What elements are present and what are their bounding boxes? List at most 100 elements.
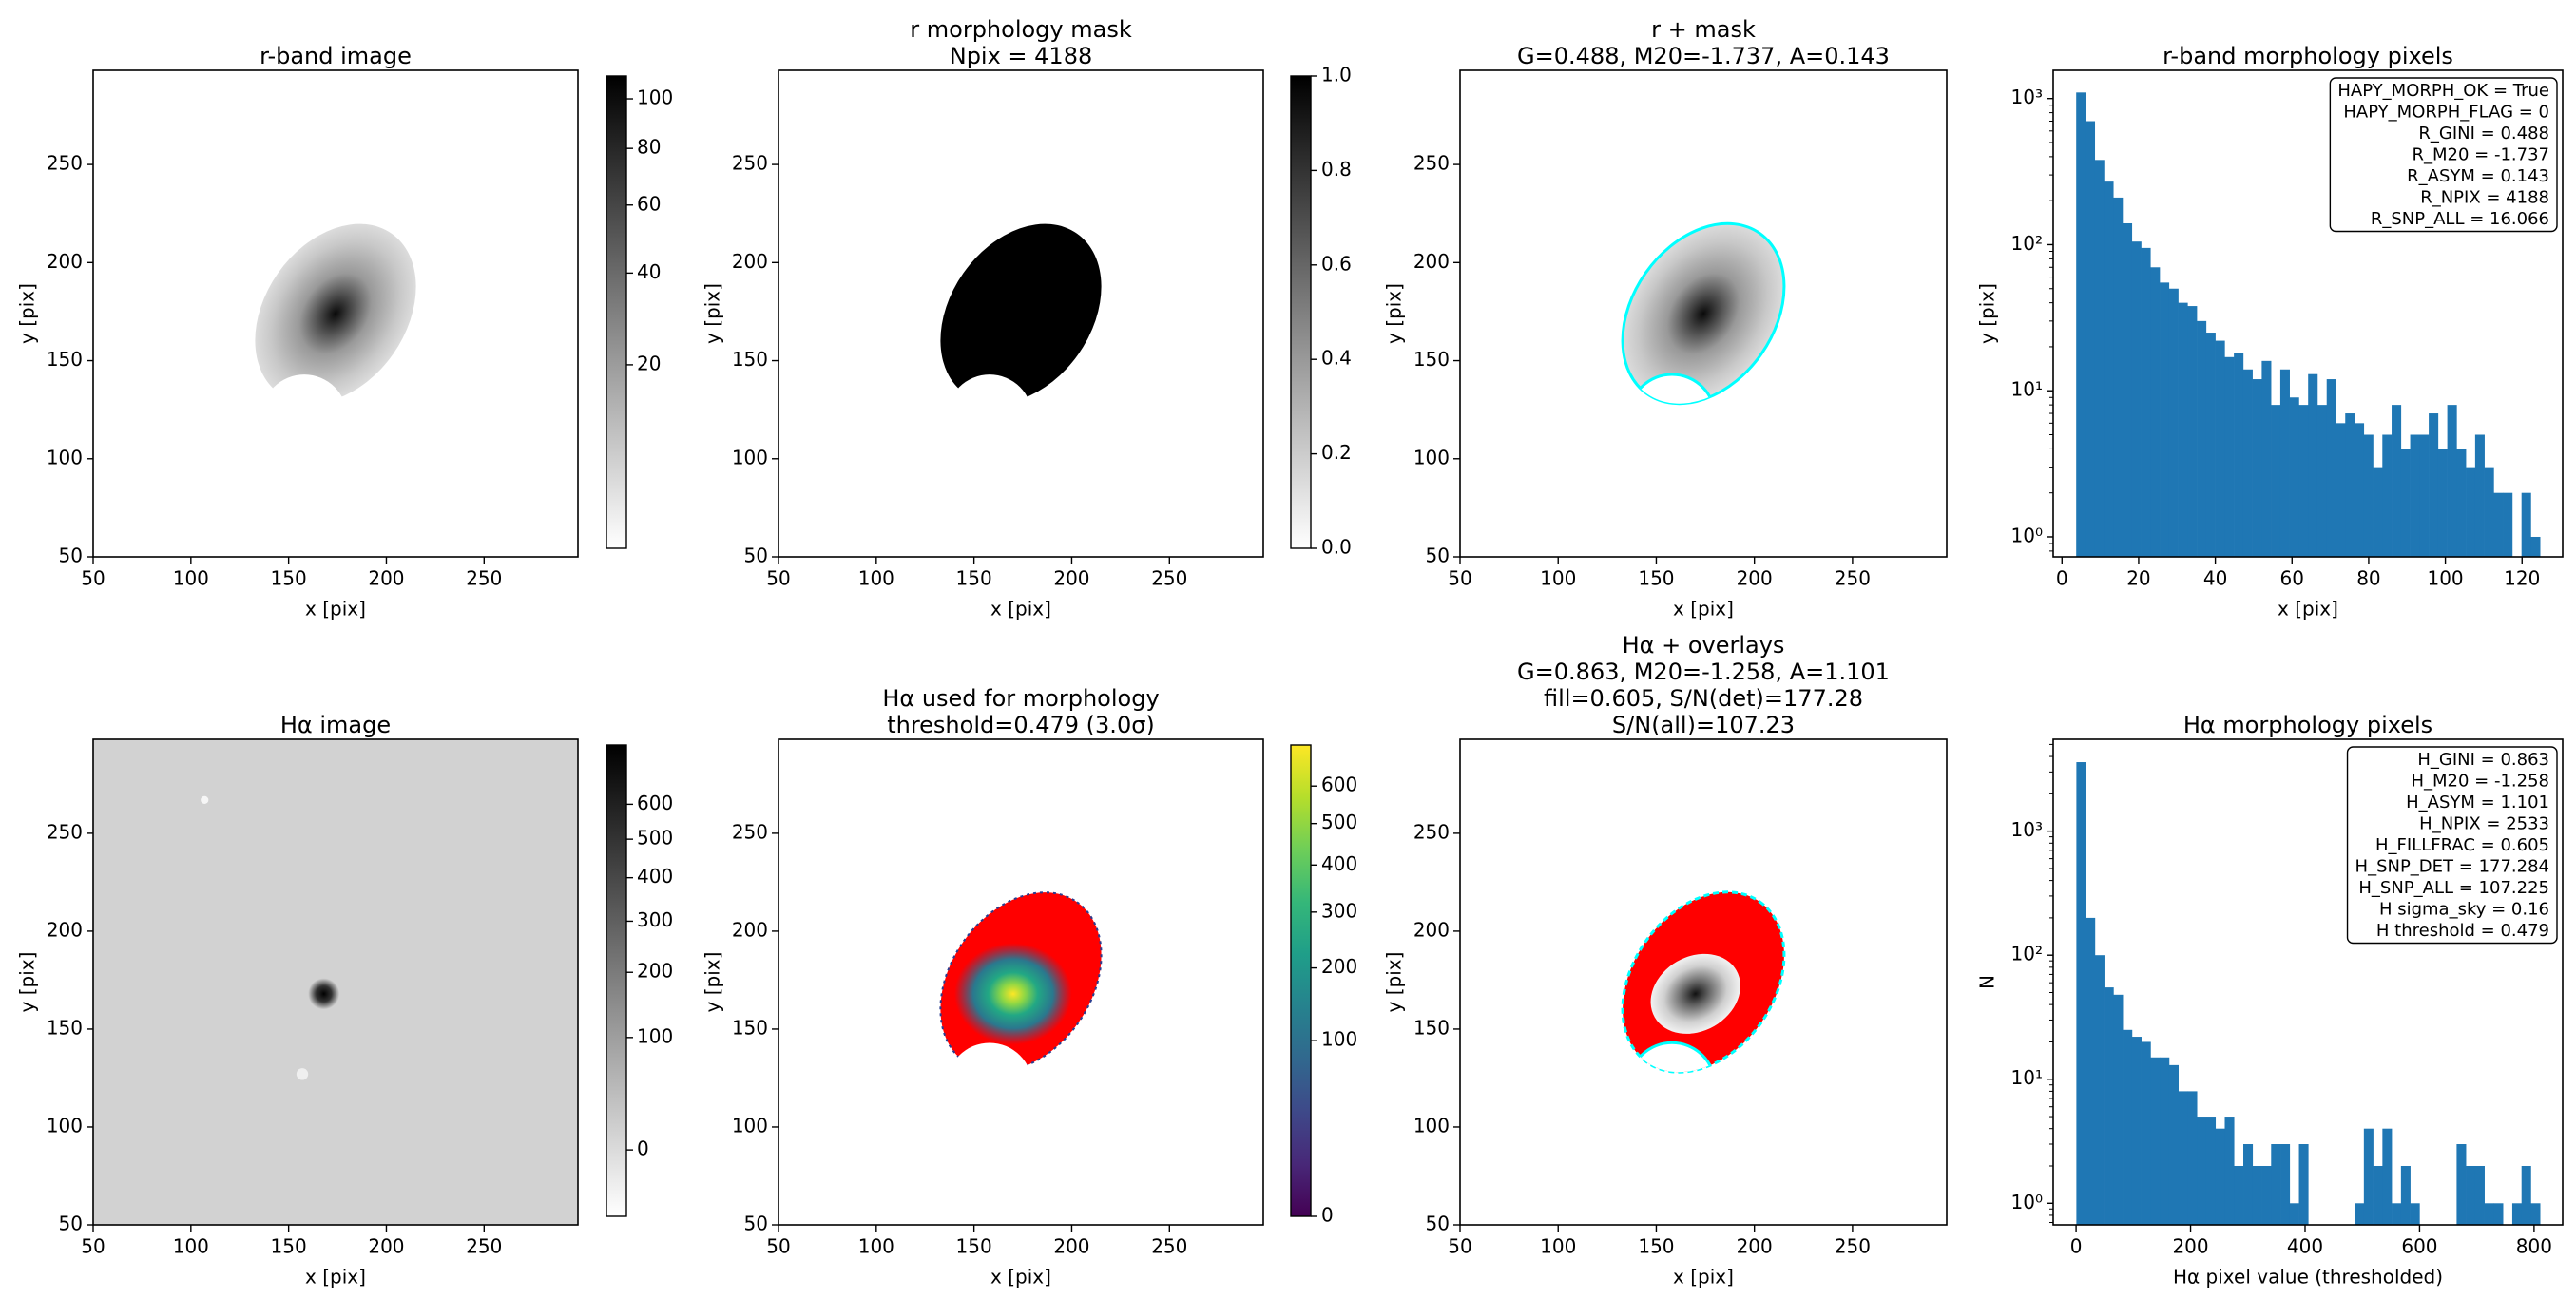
mask-cut [260, 374, 348, 461]
x-tick-label: 50 [1448, 1235, 1471, 1258]
panel-title: G=0.488, M20=-1.737, A=0.143 [1517, 43, 1890, 69]
histogram-bar [2131, 241, 2142, 557]
histogram-bar [2400, 449, 2411, 557]
histogram-bar [2178, 1091, 2188, 1225]
plot-area [93, 739, 578, 1225]
y-tick-label: 10⁰ [2011, 1191, 2043, 1213]
x-tick-label: 250 [1151, 567, 1187, 590]
colorbar-tick-label: 40 [637, 260, 661, 283]
x-tick-label: 150 [1638, 1235, 1674, 1258]
histogram-bar [2373, 467, 2383, 557]
stats-line: R_SNP_ALL = 16.066 [2371, 209, 2549, 229]
plot-area [255, 223, 416, 461]
y-tick-label: 100 [732, 1114, 768, 1137]
x-tick-label: 150 [271, 1235, 307, 1258]
panel-title: r morphology mask [910, 16, 1132, 43]
x-tick-label: 50 [766, 1235, 790, 1258]
histogram-bar [2252, 1165, 2262, 1225]
x-tick-label: 200 [1737, 567, 1773, 590]
histogram-bar [2085, 121, 2096, 557]
panel: 50 100 150 200 250 50 100 150 200 250 r-band image… [16, 43, 674, 621]
histogram-bar [2187, 306, 2198, 557]
x-tick-label: 50 [81, 567, 105, 590]
x-tick-label: 50 [1448, 567, 1471, 590]
histogram-bar [2104, 181, 2114, 557]
histogram-bar [2215, 340, 2225, 557]
histogram-bar [2429, 413, 2439, 557]
axes-frame [2052, 738, 2564, 1226]
x-tick-label: 600 [2401, 1235, 2437, 1258]
x-tick-label: 100 [1540, 567, 1576, 590]
x-tick-label: 100 [173, 567, 209, 590]
y-tick-label: 10¹ [2011, 1066, 2043, 1089]
y-tick-label: 10² [2011, 943, 2043, 965]
stats-line: H_SNP_DET = 177.284 [2355, 857, 2549, 877]
y-tick-label: 50 [59, 544, 83, 567]
panel-title: Npix = 4188 [950, 43, 1093, 69]
histogram-bar [2298, 1144, 2309, 1225]
colorbar-tick-label: 300 [637, 908, 673, 931]
panel-title: r-band image [260, 43, 412, 69]
histogram-bar [2234, 1165, 2244, 1225]
histogram-bar [2243, 1144, 2254, 1225]
x-axis-label: x [pix] [1673, 1266, 1734, 1289]
stats-line: R_M20 = -1.737 [2413, 145, 2550, 165]
stats-line: HAPY_MORPH_FLAG = 0 [2343, 103, 2549, 123]
histogram-bar [2530, 1203, 2541, 1225]
y-tick-label: 100 [1413, 446, 1450, 468]
panel-title: threshold=0.479 (3.0σ) [887, 712, 1155, 738]
panel-title: Hα morphology pixels [2183, 712, 2432, 738]
stats-line: R_NPIX = 4188 [2420, 188, 2549, 208]
colorbar-tick-label: 0 [1321, 1204, 1334, 1227]
histogram-bar [2252, 379, 2262, 557]
histogram-bar [2382, 434, 2393, 557]
y-tick-label: 150 [1413, 1016, 1450, 1039]
x-tick-label: 150 [1638, 567, 1674, 590]
histogram-bar [2363, 434, 2374, 557]
histogram-bar [2474, 434, 2485, 557]
colorbar-tick-label: 100 [637, 1024, 673, 1047]
histogram-bar [2466, 1165, 2476, 1225]
x-tick-label: 50 [766, 567, 790, 590]
overlay-edge [1627, 1041, 1717, 1103]
x-tick-label: 120 [2504, 567, 2540, 590]
y-axis-label: y [pix] [1976, 283, 1999, 344]
histogram-bar [2521, 492, 2531, 557]
x-tick-label: 150 [956, 567, 992, 590]
histogram-bar [2113, 197, 2124, 557]
y-tick-label: 10² [2011, 232, 2043, 255]
colorbar-tick-label: 200 [637, 960, 673, 983]
colorbar-tick-label: 0.4 [1321, 347, 1352, 370]
colorbar-tick-label: 100 [1321, 1028, 1357, 1051]
panel: 0 20 40 60 80 100 120 10⁰ 10¹ 10² 10³ r-band morpho… [1976, 43, 2564, 621]
y-axis-label: y [pix] [702, 952, 724, 1013]
histogram-bar [2400, 1165, 2411, 1225]
histogram-bar [2168, 1064, 2180, 1225]
histogram-bar [2493, 492, 2504, 557]
y-tick-label: 100 [47, 446, 83, 468]
histogram-bar [2289, 1203, 2299, 1225]
y-tick-label: 250 [47, 152, 83, 175]
colorbar-tick-label: 60 [637, 192, 661, 215]
panel: 0 200 400 600 800 10⁰ 10¹ 10² 10³ Hα morphology p… [1976, 712, 2564, 1289]
x-tick-label: 200 [1053, 1235, 1089, 1258]
y-tick-label: 150 [732, 1016, 768, 1039]
plot-area [1621, 890, 1786, 1103]
histogram-bar [2271, 405, 2281, 557]
histogram-bar [2261, 1165, 2272, 1225]
histogram-bar [2466, 467, 2476, 557]
colorbar-tick-label: 0 [637, 1137, 649, 1160]
stats-line: H threshold = 0.479 [2376, 921, 2549, 941]
mask-cut [946, 374, 1033, 461]
colorbar [1290, 744, 1312, 1217]
histogram-bar [2261, 360, 2272, 557]
panel-title: fill=0.605, S/N(det)=177.28 [1544, 685, 1863, 712]
colorbar-tick-label: 400 [1321, 852, 1357, 875]
histogram-bar [2521, 1165, 2531, 1225]
histogram-bar [2336, 423, 2346, 557]
histogram-bar [2410, 434, 2420, 557]
